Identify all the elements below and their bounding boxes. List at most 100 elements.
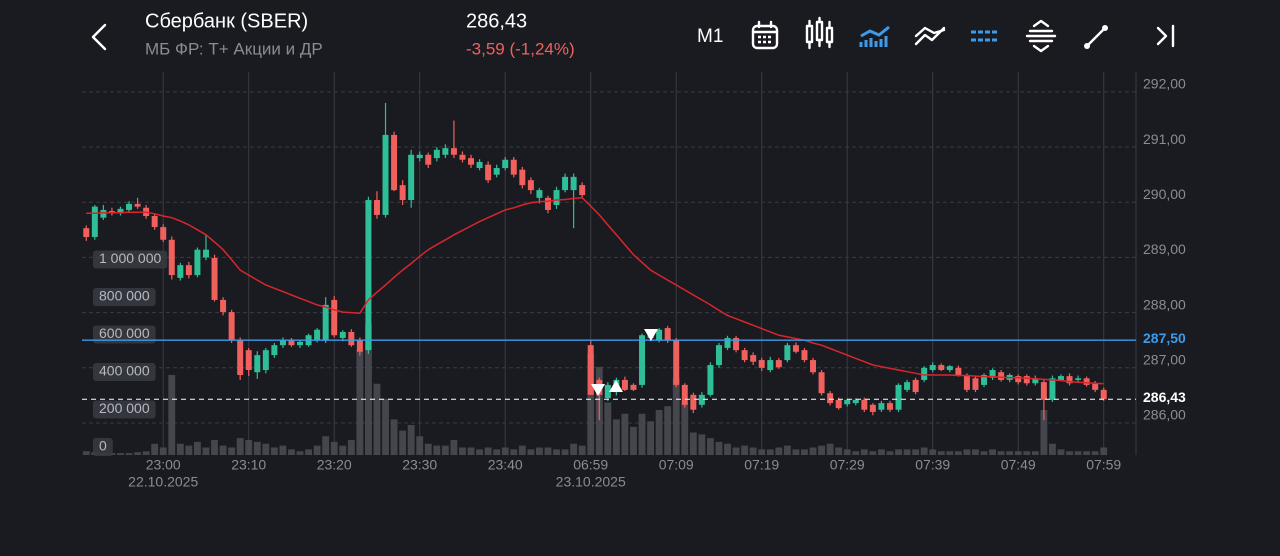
volume-bar (621, 413, 629, 455)
y-tick-label: 288,00 (1143, 296, 1186, 312)
levels-button[interactable] (971, 30, 999, 42)
volume-tick: 200 000 (93, 400, 156, 419)
volume-bar (82, 451, 90, 455)
candle-body (630, 384, 637, 390)
volume-tick: 1 000 000 (93, 250, 168, 269)
candle-body (356, 340, 363, 352)
volume-bar (433, 445, 441, 455)
spread-button[interactable] (1025, 19, 1057, 53)
candle-body (288, 340, 295, 346)
x-tick-label: 07:59 (1086, 457, 1121, 473)
volume-bar (732, 447, 740, 455)
volume-bar (253, 441, 261, 455)
candle-body (177, 265, 184, 278)
calendar-button[interactable] (751, 20, 779, 50)
candle-body (861, 399, 868, 410)
candle-body (262, 350, 269, 371)
back-button[interactable] (91, 23, 107, 51)
volume-bar (382, 398, 389, 455)
candle-body (656, 329, 663, 341)
volume-bar (142, 451, 150, 455)
volume-bar (1057, 449, 1065, 455)
volume-bar (903, 449, 911, 455)
volume-bar (202, 447, 210, 455)
y-tick-label: 290,00 (1143, 186, 1186, 202)
candle-body (673, 340, 680, 385)
candle-body (963, 374, 970, 390)
x-tick-label: 23:40 (488, 457, 523, 473)
candle-body (886, 403, 893, 410)
volume-tick-label: 200 000 (99, 400, 150, 416)
candle-body (185, 265, 192, 276)
volume-bar (638, 413, 646, 455)
candle-body (433, 149, 440, 159)
candle-body (202, 249, 209, 258)
candle-body (895, 384, 902, 410)
volume-bar (946, 451, 954, 455)
draw-button[interactable] (1084, 25, 1108, 49)
candles-button[interactable] (805, 16, 834, 50)
candle-body (844, 399, 851, 405)
volume-bar (219, 445, 227, 455)
candle-body (1049, 378, 1056, 400)
candle-body (271, 345, 278, 356)
volume-bar (450, 440, 458, 455)
candle-body (297, 341, 304, 346)
candle-body (1100, 389, 1107, 400)
candle-body (476, 161, 483, 169)
candle-body (604, 384, 611, 399)
sell-marker (644, 329, 658, 341)
y-tick-label: 286,00 (1143, 407, 1186, 423)
volume-bar (330, 441, 338, 455)
volume-bar (236, 438, 244, 455)
candle-body (536, 190, 543, 198)
candle-body (1057, 376, 1064, 380)
candle-body (519, 169, 526, 186)
candle-body (818, 372, 825, 394)
volume-bar (510, 449, 518, 455)
scroll-end-button[interactable] (1156, 24, 1175, 48)
candle-body (91, 206, 98, 238)
moving-average-line (86, 197, 1104, 385)
timeframe-button[interactable]: M1 (697, 26, 723, 47)
trade-markers (591, 329, 658, 396)
volume-bar (1091, 451, 1099, 455)
volume-bar (826, 443, 834, 455)
volume-tick-label: 400 000 (99, 363, 150, 379)
candle-body (502, 159, 509, 169)
candle-body (869, 404, 876, 412)
candle-body (126, 203, 133, 210)
candle-body (750, 355, 757, 362)
volume-bar (724, 443, 731, 455)
y-tick-label: 291,00 (1143, 131, 1186, 147)
candle-body (493, 168, 500, 175)
volume-tick: 600 000 (93, 325, 156, 344)
candle-body (664, 328, 671, 341)
line-type-button[interactable] (859, 25, 890, 47)
volume-tick: 800 000 (93, 288, 156, 307)
volume-bar (715, 441, 723, 455)
volume-bar (672, 378, 680, 455)
x-tick-label: 23:10 (231, 457, 266, 473)
volume-bar (587, 353, 595, 455)
volume-bar (878, 449, 885, 455)
volume-bar (604, 402, 612, 455)
volume-bar (980, 451, 988, 455)
candle-body (639, 335, 646, 385)
candle-body (698, 394, 705, 405)
volume-tick-box (93, 250, 168, 269)
volume-bar (869, 451, 877, 455)
candle-body (117, 208, 124, 214)
candle-body (468, 158, 475, 165)
volume-bar (553, 449, 560, 455)
candle-body (989, 370, 996, 378)
indicators-button[interactable] (914, 26, 946, 46)
volume-bar (758, 449, 766, 455)
volume-bar (168, 374, 176, 455)
x-tick-label: 07:19 (744, 457, 779, 473)
candle-body (1066, 376, 1073, 384)
volume-bar (365, 323, 372, 455)
volume-bar (954, 451, 962, 455)
candle-body (168, 239, 175, 276)
